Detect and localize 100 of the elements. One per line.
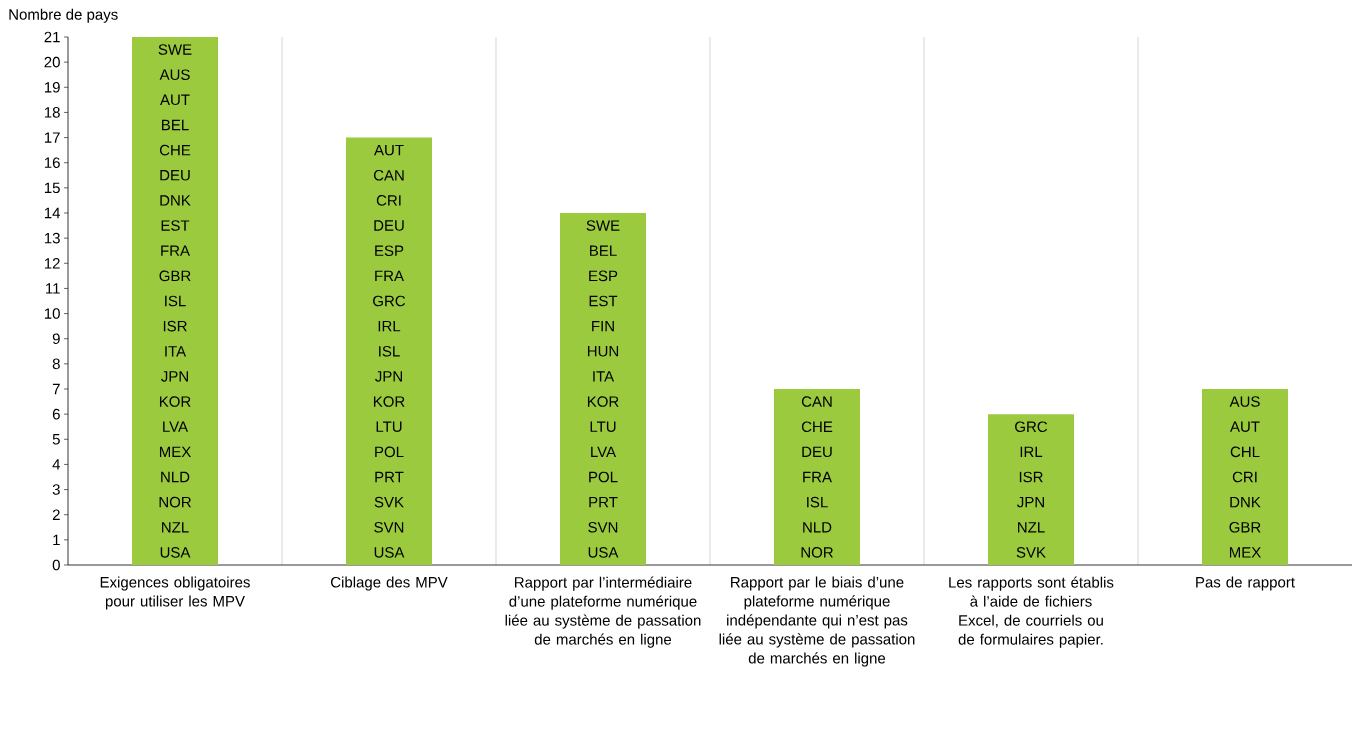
y-tick-label: 6 bbox=[52, 408, 60, 420]
bar bbox=[560, 213, 646, 565]
y-tick-label: 8 bbox=[52, 358, 60, 370]
annotation: ESP bbox=[589, 270, 618, 282]
annotation: SVN bbox=[374, 521, 404, 533]
annotation: USA bbox=[588, 547, 619, 558]
annotation: CRI bbox=[376, 195, 401, 206]
annotation: ESP bbox=[375, 245, 404, 257]
bar bbox=[1201, 389, 1288, 565]
annotation: KOR bbox=[159, 396, 191, 407]
y-tick-label: 20 bbox=[44, 56, 60, 68]
annotation: NOR bbox=[801, 547, 833, 558]
y-tick-label: 18 bbox=[44, 107, 60, 118]
y-tick-label: 13 bbox=[44, 232, 60, 244]
annotation: AUT bbox=[160, 94, 190, 106]
annotation: NLD bbox=[803, 522, 832, 533]
y-tick-label: 21 bbox=[44, 31, 60, 43]
annotation: NOR bbox=[159, 496, 191, 508]
y-tick-label: 5 bbox=[52, 434, 60, 445]
annotation: GRC bbox=[373, 295, 406, 307]
bar bbox=[346, 137, 432, 565]
annotation: DNK bbox=[1230, 496, 1261, 508]
annotation: PRT bbox=[375, 471, 404, 483]
y-tick-label: 19 bbox=[44, 81, 60, 93]
annotation: CAN bbox=[373, 169, 404, 181]
annotation: EST bbox=[161, 220, 190, 231]
annotation: CAN bbox=[801, 396, 832, 407]
annotation: LTU bbox=[590, 421, 616, 432]
annotation: SVN bbox=[588, 521, 618, 533]
annotation: BEL bbox=[590, 245, 617, 256]
bar bbox=[987, 414, 1074, 565]
annotation: ISL bbox=[379, 345, 400, 357]
annotation: HUN bbox=[587, 346, 619, 357]
y-tick-label: 16 bbox=[44, 157, 60, 169]
y-tick-label: 17 bbox=[44, 132, 60, 143]
annotation: CHL bbox=[1230, 446, 1260, 458]
annotation: SWE bbox=[158, 44, 192, 55]
annotation: FRA bbox=[803, 471, 832, 483]
y-tick-label: 10 bbox=[44, 308, 60, 319]
annotation: SVK bbox=[374, 496, 404, 508]
y-tick-label: 12 bbox=[44, 258, 60, 269]
annotation: USA bbox=[160, 547, 191, 558]
annotation: USA bbox=[374, 547, 405, 558]
x-tick-label: Exigences obligatoires pour utiliser les MPV bbox=[100, 576, 250, 610]
bar bbox=[132, 36, 218, 565]
annotation: IRL bbox=[378, 320, 401, 332]
annotation: LTU bbox=[376, 421, 402, 432]
annotation: NLD bbox=[161, 471, 190, 483]
y-tick-label: 15 bbox=[44, 182, 60, 194]
y-tick-label: 14 bbox=[44, 207, 61, 219]
annotation: FIN bbox=[592, 320, 614, 332]
annotation: PRT bbox=[589, 496, 618, 508]
annotation: JPN bbox=[375, 371, 402, 382]
annotation: JPN bbox=[161, 371, 188, 382]
annotation: JPN bbox=[1017, 496, 1044, 508]
y-tick-label: 2 bbox=[52, 509, 60, 520]
annotation: AUS bbox=[1229, 396, 1260, 407]
annotation: MEX bbox=[159, 446, 191, 458]
y-tick-label: 7 bbox=[52, 383, 60, 395]
annotation: ISR bbox=[1019, 471, 1043, 483]
annotation: FRA bbox=[161, 245, 190, 256]
annotation: AUT bbox=[1230, 421, 1260, 432]
annotation: AUT bbox=[374, 144, 404, 156]
x-tick-label: Ciblage des MPV bbox=[330, 576, 448, 591]
annotation: NZL bbox=[162, 522, 189, 533]
annotation: CRI bbox=[1232, 471, 1257, 483]
bar bbox=[774, 389, 860, 565]
y-tick-label: 9 bbox=[52, 333, 60, 345]
annotation: GBR bbox=[159, 270, 191, 282]
annotation: IRL bbox=[1020, 446, 1043, 458]
annotation: SVK bbox=[1016, 547, 1046, 558]
annotation: AUS bbox=[159, 69, 190, 81]
y-axis-title: Nombre de pays bbox=[9, 8, 118, 23]
annotation: LVA bbox=[163, 421, 189, 432]
y-tick-label: 4 bbox=[52, 459, 61, 470]
x-tick-label: Rapport par le biais d’une plateforme numérique indépendante qui n’est pas liée au système de passation de marchés en ligne bbox=[719, 576, 915, 667]
annotation: SWE bbox=[586, 220, 620, 231]
annotation: ITA bbox=[165, 346, 187, 357]
y-tick-label: 0 bbox=[52, 559, 60, 571]
annotation: ISL bbox=[165, 295, 186, 307]
annotation: ISR bbox=[163, 320, 187, 332]
annotation: CHE bbox=[801, 421, 833, 433]
y-tick-label: 3 bbox=[52, 484, 60, 495]
annotation: KOR bbox=[587, 396, 619, 407]
annotation: GBR bbox=[1229, 521, 1261, 533]
x-tick-label: Les rapports sont établis à l’aide de fichiers Excel, de courriels ou de formulaires papier. bbox=[949, 576, 1114, 648]
x-tick-label: Rapport par l’intermédiaire d’une plateforme numérique liée au système de passation de marchés en ligne bbox=[505, 576, 701, 648]
y-tick-label: 1 bbox=[53, 534, 60, 546]
annotation: DEU bbox=[374, 220, 404, 231]
annotation: POL bbox=[375, 446, 404, 458]
annotation: CHE bbox=[159, 144, 191, 156]
x-tick-label: Pas de rapport bbox=[1196, 576, 1295, 591]
annotation: EST bbox=[589, 295, 618, 307]
annotation: DEU bbox=[802, 446, 832, 458]
annotation: LVA bbox=[591, 446, 617, 458]
annotation: KOR bbox=[373, 396, 405, 407]
annotation: MEX bbox=[1229, 547, 1261, 558]
annotation: POL bbox=[589, 471, 618, 483]
y-tick-label: 11 bbox=[46, 283, 60, 294]
annotation: DEU bbox=[160, 170, 190, 181]
